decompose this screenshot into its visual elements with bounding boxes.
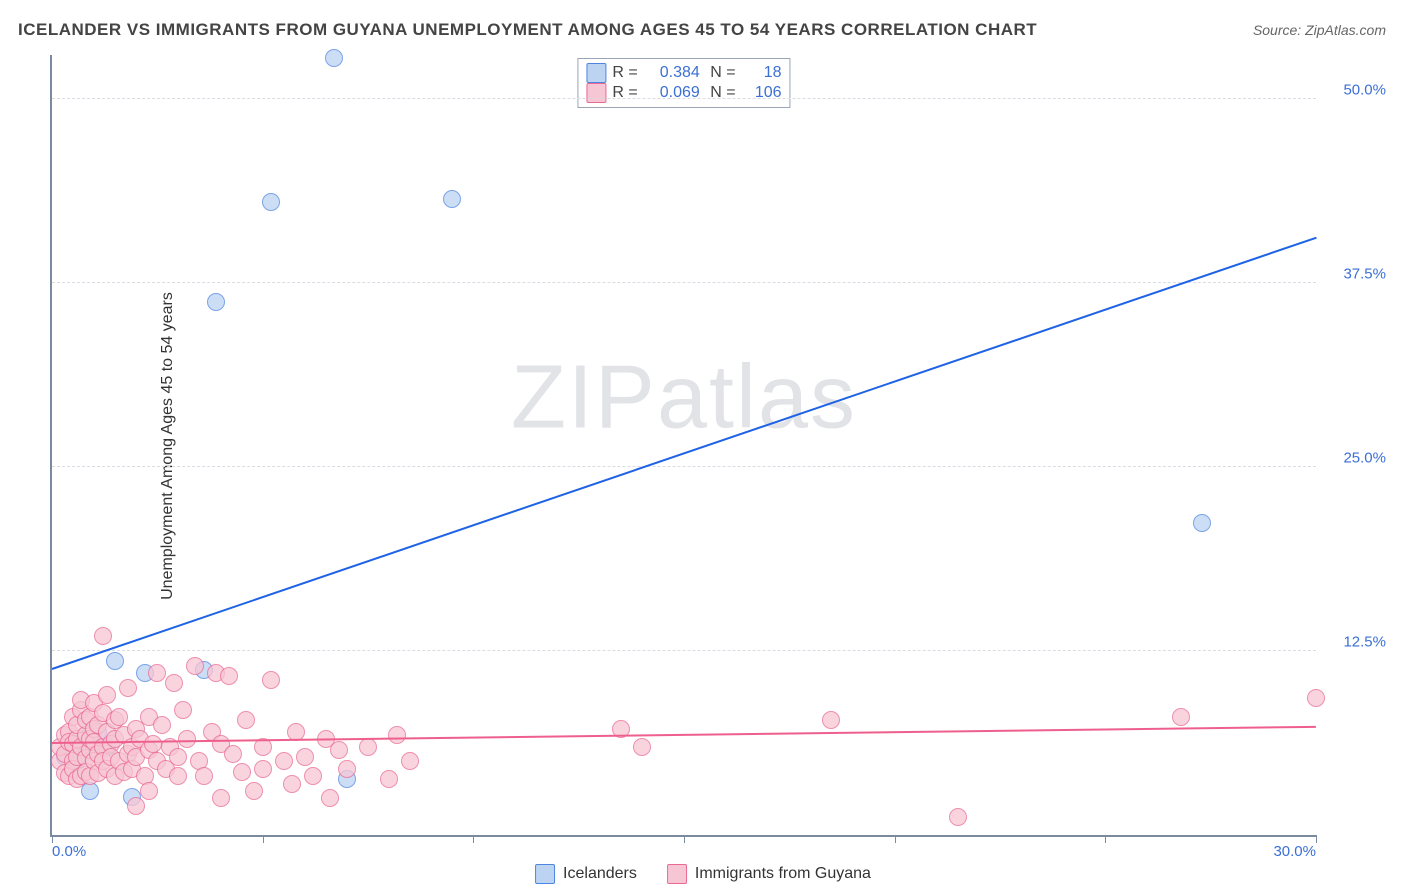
data-point xyxy=(1307,689,1325,707)
plot-area: ZIPatlas R = 0.384 N = 18R = 0.069 N = 106 1… xyxy=(50,55,1316,837)
series-legend: Icelanders Immigrants from Guyana xyxy=(535,864,871,884)
trend-line xyxy=(52,237,1317,670)
data-point xyxy=(633,738,651,756)
legend-swatch xyxy=(586,63,606,83)
y-tick-label: 50.0% xyxy=(1343,82,1386,99)
gridline xyxy=(52,98,1316,99)
y-tick-label: 25.0% xyxy=(1343,450,1386,467)
data-point xyxy=(106,652,124,670)
data-point xyxy=(1172,708,1190,726)
gridline xyxy=(52,466,1316,467)
correlation-legend: R = 0.384 N = 18 R = 0.069 N = 106 xyxy=(577,58,790,108)
legend-n-label: N = xyxy=(706,64,736,82)
legend-label: Immigrants from Guyana xyxy=(695,865,871,883)
legend-n-value: 106 xyxy=(742,84,782,102)
data-point xyxy=(169,767,187,785)
data-point xyxy=(325,49,343,67)
data-point xyxy=(148,664,166,682)
data-point xyxy=(233,763,251,781)
x-tick xyxy=(263,835,264,843)
data-point xyxy=(254,760,272,778)
data-point xyxy=(195,767,213,785)
data-point xyxy=(388,726,406,744)
data-point xyxy=(94,627,112,645)
data-point xyxy=(338,760,356,778)
legend-r-label: R = xyxy=(612,64,637,82)
data-point xyxy=(237,711,255,729)
data-point xyxy=(949,808,967,826)
data-point xyxy=(169,748,187,766)
legend-item: Immigrants from Guyana xyxy=(667,864,871,884)
data-point xyxy=(822,711,840,729)
chart-source: Source: ZipAtlas.com xyxy=(1253,22,1386,38)
y-tick-label: 12.5% xyxy=(1343,634,1386,651)
data-point xyxy=(140,782,158,800)
data-point xyxy=(174,701,192,719)
data-point xyxy=(98,686,116,704)
data-point xyxy=(262,193,280,211)
data-point xyxy=(110,708,128,726)
x-tick xyxy=(1316,835,1317,843)
legend-r-value: 0.069 xyxy=(644,84,700,102)
data-point xyxy=(443,190,461,208)
legend-swatch xyxy=(586,83,606,103)
data-point xyxy=(207,293,225,311)
legend-n-value: 18 xyxy=(742,64,782,82)
data-point xyxy=(220,667,238,685)
data-point xyxy=(275,752,293,770)
data-point xyxy=(245,782,263,800)
data-point xyxy=(224,745,242,763)
gridline xyxy=(52,282,1316,283)
data-point xyxy=(262,671,280,689)
data-point xyxy=(359,738,377,756)
gridline xyxy=(52,650,1316,651)
data-point xyxy=(380,770,398,788)
data-point xyxy=(304,767,322,785)
data-point xyxy=(212,789,230,807)
data-point xyxy=(401,752,419,770)
y-tick-label: 37.5% xyxy=(1343,266,1386,283)
x-tick xyxy=(684,835,685,843)
x-tick-label: 0.0% xyxy=(52,843,86,860)
legend-swatch xyxy=(667,864,687,884)
legend-r-value: 0.384 xyxy=(644,64,700,82)
x-tick xyxy=(895,835,896,843)
legend-n-label: N = xyxy=(706,84,736,102)
legend-label: Icelanders xyxy=(563,865,637,883)
chart-title: ICELANDER VS IMMIGRANTS FROM GUYANA UNEM… xyxy=(18,20,1037,40)
legend-row: R = 0.069 N = 106 xyxy=(586,83,781,103)
legend-r-label: R = xyxy=(612,84,637,102)
legend-item: Icelanders xyxy=(535,864,637,884)
data-point xyxy=(1193,514,1211,532)
x-tick xyxy=(52,835,53,843)
legend-swatch xyxy=(535,864,555,884)
data-point xyxy=(186,657,204,675)
data-point xyxy=(165,674,183,692)
data-point xyxy=(144,735,162,753)
data-point xyxy=(330,741,348,759)
data-point xyxy=(153,716,171,734)
data-point xyxy=(127,797,145,815)
data-point xyxy=(119,679,137,697)
data-point xyxy=(296,748,314,766)
x-tick xyxy=(473,835,474,843)
data-point xyxy=(283,775,301,793)
watermark: ZIPatlas xyxy=(511,347,857,450)
legend-row: R = 0.384 N = 18 xyxy=(586,63,781,83)
data-point xyxy=(321,789,339,807)
x-tick xyxy=(1105,835,1106,843)
x-tick-label: 30.0% xyxy=(1273,843,1316,860)
